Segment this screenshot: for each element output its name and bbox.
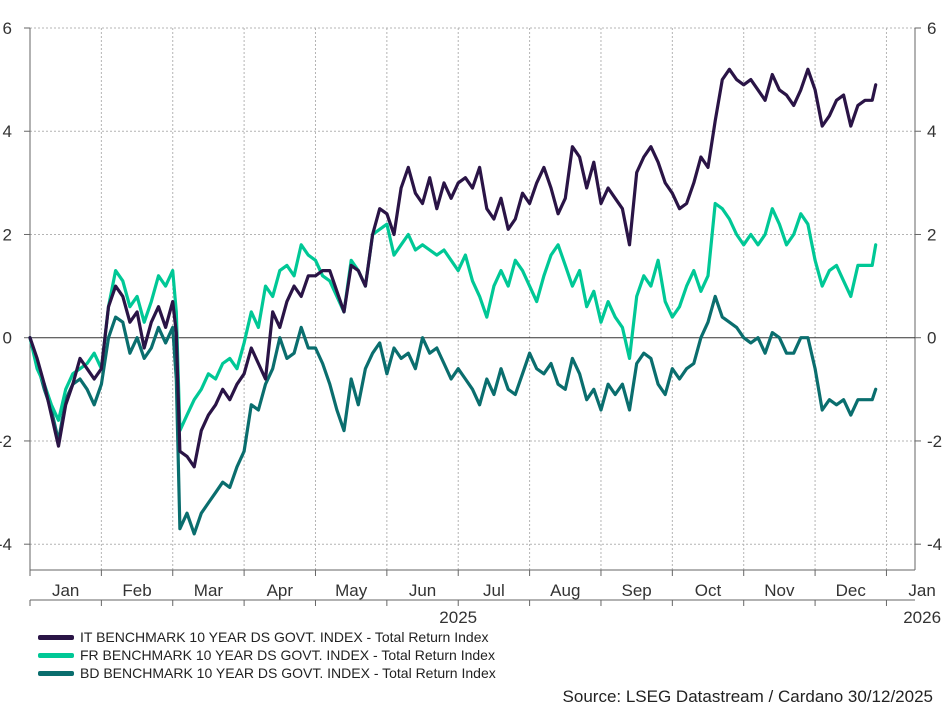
legend-item-it: IT BENCHMARK 10 YEAR DS GOVT. INDEX - To…: [38, 628, 496, 646]
x-tick-label: May: [335, 581, 368, 600]
legend-item-fr: FR BENCHMARK 10 YEAR DS GOVT. INDEX - To…: [38, 646, 496, 664]
y-tick-label-right: 0: [927, 329, 936, 348]
y-tick-label-left: 4: [3, 122, 12, 141]
x-tick-label: Oct: [695, 581, 722, 600]
x-year-label: 2025: [439, 608, 477, 627]
x-year-label: 2026: [903, 608, 941, 627]
y-tick-label-left: -4: [0, 535, 12, 554]
source-note: Source: LSEG Datastream / Cardano 30/12/…: [562, 687, 933, 706]
y-tick-label-right: 4: [927, 122, 936, 141]
series-line-bd: [28, 294, 878, 536]
y-tick-label-right: 6: [927, 19, 936, 38]
legend-label-it: IT BENCHMARK 10 YEAR DS GOVT. INDEX - To…: [80, 629, 489, 645]
x-tick-label: Mar: [194, 581, 224, 600]
x-tick-label: Jan: [52, 581, 79, 600]
legend-label-bd: BD BENCHMARK 10 YEAR DS GOVT. INDEX - To…: [80, 665, 496, 681]
y-tick-label-left: -2: [0, 432, 12, 451]
legend-label-fr: FR BENCHMARK 10 YEAR DS GOVT. INDEX - To…: [80, 647, 495, 663]
legend-swatch-it: [38, 634, 74, 640]
y-tick-label-left: 0: [3, 329, 12, 348]
series-line-it: [28, 67, 878, 469]
series-line-fr: [28, 201, 878, 433]
x-tick-label: Jun: [409, 581, 436, 600]
x-tick-label: Apr: [267, 581, 294, 600]
y-tick-label-right: 2: [927, 225, 936, 244]
y-tick-label-right: -4: [927, 535, 942, 554]
x-tick-label: Jan: [908, 581, 935, 600]
x-tick-label: Sep: [622, 581, 652, 600]
legend-swatch-fr: [38, 652, 74, 658]
legend: IT BENCHMARK 10 YEAR DS GOVT. INDEX - To…: [38, 628, 496, 682]
legend-item-bd: BD BENCHMARK 10 YEAR DS GOVT. INDEX - To…: [38, 664, 496, 682]
y-tick-label-left: 6: [3, 19, 12, 38]
x-tick-label: Feb: [122, 581, 151, 600]
y-tick-label-left: 2: [3, 225, 12, 244]
y-tick-label-right: -2: [927, 432, 942, 451]
x-tick-label: Nov: [764, 581, 795, 600]
x-tick-label: Jul: [483, 581, 505, 600]
x-tick-label: Aug: [550, 581, 580, 600]
legend-swatch-bd: [38, 670, 74, 676]
x-tick-label: Dec: [836, 581, 867, 600]
